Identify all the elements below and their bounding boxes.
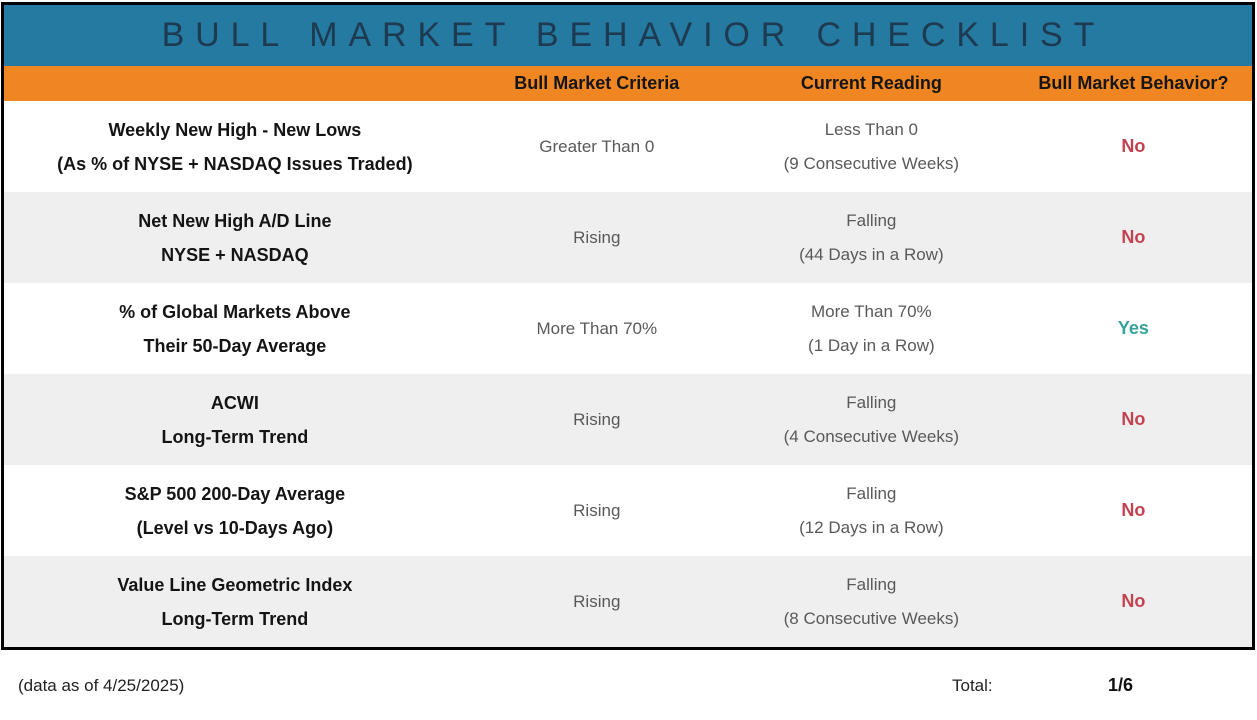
reading-line-1: More Than 70% <box>811 301 932 321</box>
total-label: Total: <box>952 676 993 695</box>
indicator-line-1: Value Line Geometric Index <box>117 574 353 595</box>
page-title: BULL MARKET BEHAVIOR CHECKLIST <box>161 16 1106 54</box>
criteria-value: Rising <box>573 227 621 247</box>
indicator-line-2: Long-Term Trend <box>161 426 309 447</box>
total-value: 1/6 <box>1108 675 1134 695</box>
criteria-value: Rising <box>573 409 621 429</box>
table-row: Weekly New High - New Lows (As % of NYSE… <box>4 101 1252 192</box>
indicator-line-2: (As % of NYSE + NASDAQ Issues Traded) <box>57 153 413 174</box>
reading-line-2: (1 Day in a Row) <box>808 335 935 355</box>
footer: (data as of 4/25/2025) Total: 1/6 <box>0 656 1257 720</box>
reading-line-1: Falling <box>846 574 897 594</box>
header-cell-criteria: Bull Market Criteria <box>514 73 680 93</box>
behavior-verdict: No <box>1121 227 1146 247</box>
indicator-line-1: Weekly New High - New Lows <box>108 119 362 140</box>
current-reading: Falling (44 Days in a Row) <box>728 204 1015 272</box>
behavior-verdict: No <box>1121 591 1146 611</box>
reading-line-1: Falling <box>846 392 897 412</box>
indicator-line-1: % of Global Markets Above <box>119 301 351 322</box>
indicator-line-1: Net New High A/D Line <box>138 210 332 231</box>
column-header-row: Bull Market Criteria Current Reading Bul… <box>4 66 1252 101</box>
indicator-name: Net New High A/D Line NYSE + NASDAQ <box>4 204 466 272</box>
indicator-name: Weekly New High - New Lows (As % of NYSE… <box>4 113 466 181</box>
current-reading: Falling (4 Consecutive Weeks) <box>728 386 1015 454</box>
table-row: Value Line Geometric Index Long-Term Tre… <box>4 556 1252 647</box>
reading-line-2: (4 Consecutive Weeks) <box>783 426 960 446</box>
indicator-name: S&P 500 200-Day Average (Level vs 10-Day… <box>4 477 466 545</box>
table-row: ACWI Long-Term Trend Rising Falling (4 C… <box>4 374 1252 465</box>
reading-line-2: (12 Days in a Row) <box>799 517 944 537</box>
behavior-verdict: No <box>1121 136 1146 156</box>
indicator-line-2: Long-Term Trend <box>161 608 309 629</box>
indicator-line-2: NYSE + NASDAQ <box>161 244 309 265</box>
reading-line-1: Falling <box>846 483 897 503</box>
data-as-of-note: (data as of 4/25/2025) <box>18 676 185 695</box>
criteria-value: Rising <box>573 500 621 520</box>
indicator-name: % of Global Markets Above Their 50-Day A… <box>4 295 466 363</box>
checklist-table: BULL MARKET BEHAVIOR CHECKLIST Bull Mark… <box>1 2 1255 650</box>
current-reading: Falling (8 Consecutive Weeks) <box>728 568 1015 636</box>
behavior-verdict: Yes <box>1117 318 1149 338</box>
behavior-verdict: No <box>1121 500 1146 520</box>
reading-line-1: Falling <box>846 210 897 230</box>
current-reading: More Than 70% (1 Day in a Row) <box>728 295 1015 363</box>
indicator-name: ACWI Long-Term Trend <box>4 386 466 454</box>
indicator-name: Value Line Geometric Index Long-Term Tre… <box>4 568 466 636</box>
reading-line-1: Less Than 0 <box>824 119 918 139</box>
indicator-line-2: (Level vs 10-Days Ago) <box>136 517 334 538</box>
reading-line-2: (44 Days in a Row) <box>799 244 944 264</box>
table-row: % of Global Markets Above Their 50-Day A… <box>4 283 1252 374</box>
criteria-value: Rising <box>573 591 621 611</box>
reading-line-2: (8 Consecutive Weeks) <box>783 608 960 628</box>
criteria-value: Greater Than 0 <box>539 136 655 156</box>
indicator-line-2: Their 50-Day Average <box>143 335 327 356</box>
behavior-verdict: No <box>1121 409 1146 429</box>
indicator-line-1: S&P 500 200-Day Average <box>124 483 346 504</box>
table-row: S&P 500 200-Day Average (Level vs 10-Day… <box>4 465 1252 556</box>
table-row: Net New High A/D Line NYSE + NASDAQ Risi… <box>4 192 1252 283</box>
current-reading: Falling (12 Days in a Row) <box>728 477 1015 545</box>
header-cell-behavior: Bull Market Behavior? <box>1038 73 1229 93</box>
reading-line-2: (9 Consecutive Weeks) <box>783 153 960 173</box>
criteria-value: More Than 70% <box>536 318 658 338</box>
header-cell-current-reading: Current Reading <box>800 73 942 93</box>
indicator-line-1: ACWI <box>210 392 259 413</box>
title-bar: BULL MARKET BEHAVIOR CHECKLIST <box>4 5 1252 66</box>
current-reading: Less Than 0 (9 Consecutive Weeks) <box>728 113 1015 181</box>
